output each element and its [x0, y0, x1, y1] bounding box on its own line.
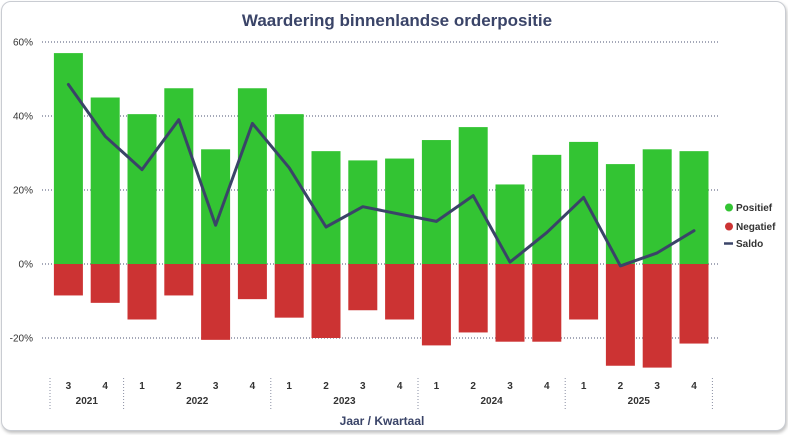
bar-positief	[127, 114, 157, 265]
bar-negatief	[311, 264, 341, 338]
bar-positief	[532, 154, 562, 264]
bar-negatief	[605, 264, 635, 366]
y-tick-label: 40%	[13, 112, 33, 123]
quarter-label: 2	[176, 381, 182, 392]
y-tick-label: -20%	[10, 334, 33, 345]
quarter-label: 3	[66, 381, 72, 392]
year-label: 2024	[480, 396, 503, 407]
bar-negatief	[164, 264, 194, 296]
quarter-label: 4	[691, 381, 697, 392]
quarter-label: 2	[618, 381, 624, 392]
bar-positief	[201, 149, 231, 264]
year-label: 2021	[76, 396, 99, 407]
legend: Positief Negatief Saldo	[724, 203, 776, 250]
bar-negatief	[642, 264, 672, 368]
bar-positief	[495, 184, 525, 264]
quarter-label: 4	[102, 381, 108, 392]
legend-label: Negatief	[736, 222, 776, 233]
year-label: 2022	[186, 396, 209, 407]
legend-marker	[725, 222, 733, 231]
bar-negatief	[569, 264, 599, 320]
bar-negatief	[274, 264, 304, 318]
bar-positief	[274, 114, 304, 265]
x-axis-title: Jaar / Kwartaal	[340, 414, 425, 428]
bar-negatief	[201, 264, 231, 340]
bar-positief	[237, 88, 267, 264]
saldo-line	[66, 83, 696, 268]
year-label: 2023	[333, 396, 356, 407]
bar-negatief	[237, 264, 267, 300]
quarter-label: 4	[544, 381, 550, 392]
bar-negatief	[348, 264, 378, 311]
bar-negatief	[127, 264, 157, 320]
quarter-label: 1	[286, 381, 292, 392]
quarter-label: 3	[507, 381, 513, 392]
bar-positief	[164, 88, 194, 264]
bar-positief	[421, 140, 451, 264]
quarter-label: 2	[323, 381, 329, 392]
chart-title: Waardering binnenlandse orderpositie	[242, 11, 552, 30]
quarter-label: 3	[213, 381, 219, 392]
y-tick-label: 0%	[19, 260, 34, 271]
legend-marker	[725, 203, 733, 212]
saldo-line-group	[66, 83, 696, 268]
bar-positief	[679, 151, 709, 264]
bar-negatief	[53, 264, 83, 296]
quarter-label: 3	[360, 381, 366, 392]
quarter-label: 1	[581, 381, 587, 392]
bar-positief	[53, 53, 83, 264]
bar-negatief	[385, 264, 415, 320]
quarter-label: 1	[139, 381, 145, 392]
quarter-label: 4	[250, 381, 256, 392]
bar-positief	[569, 141, 599, 264]
bar-negatief	[458, 264, 488, 333]
y-tick-label: 20%	[13, 186, 33, 197]
y-tick-label: 60%	[13, 38, 33, 49]
bar-negatief	[90, 264, 120, 303]
year-label: 2025	[628, 396, 651, 407]
legend-label: Positief	[736, 203, 773, 214]
bar-positief	[642, 149, 672, 264]
quarter-label: 2	[470, 381, 476, 392]
bar-negatief	[421, 264, 451, 346]
bar-negatief	[532, 264, 562, 342]
bar-positief	[311, 151, 341, 264]
legend-label: Saldo	[736, 239, 763, 250]
quarter-label: 3	[654, 381, 660, 392]
bar-negatief	[495, 264, 525, 342]
quarter-label: 4	[397, 381, 403, 392]
bar-negatief	[679, 264, 709, 344]
quarter-label: 1	[434, 381, 440, 392]
y-axis-ticks: 60% 40% 20% 0% -20%	[10, 38, 33, 345]
